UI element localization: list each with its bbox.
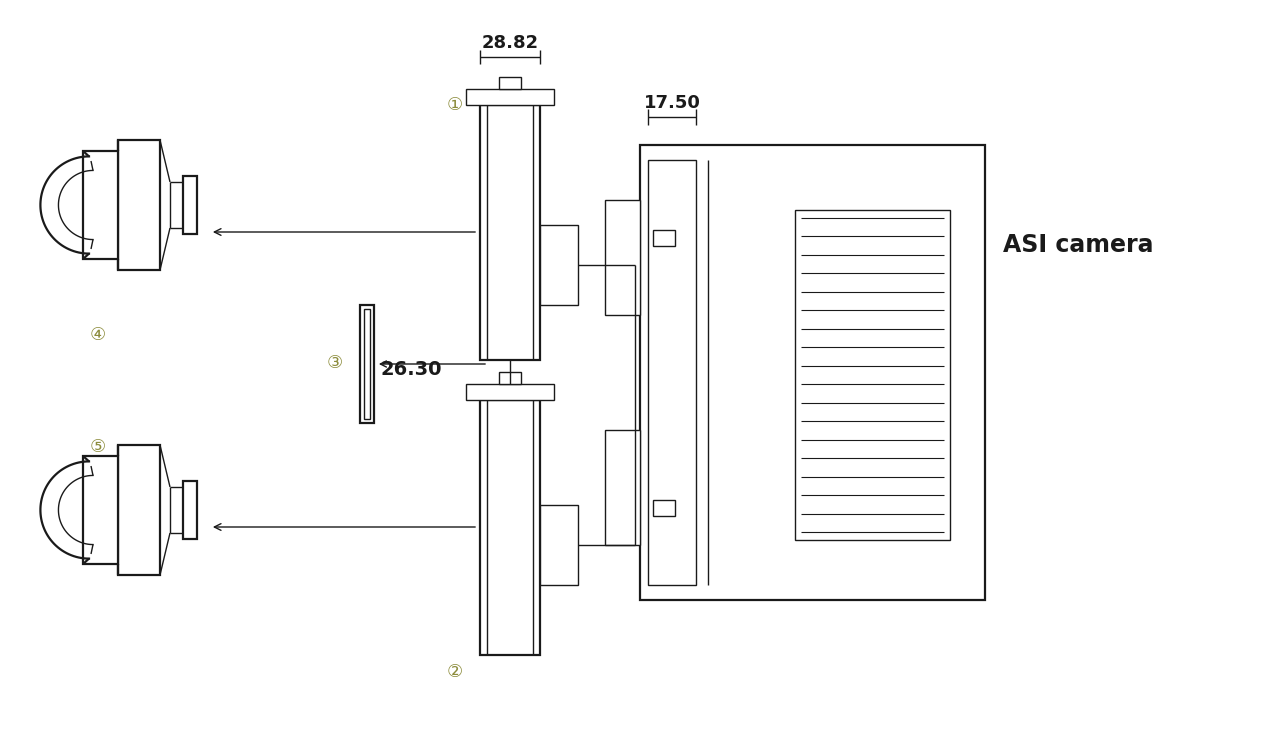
Bar [84,456,118,564]
Bar [184,176,197,234]
Text: 26.30: 26.30 [381,360,442,379]
Bar [466,89,555,105]
Text: 17.50: 17.50 [643,94,700,112]
Text: ④: ④ [90,326,106,344]
Bar [480,400,541,655]
Text: 28.82: 28.82 [481,34,538,52]
Bar [360,305,373,423]
Bar [499,77,522,89]
Text: ⑤: ⑤ [90,438,106,456]
Bar [653,500,675,516]
Text: ③: ③ [327,354,343,372]
Text: ASI camera: ASI camera [1003,233,1153,257]
Text: ②: ② [447,663,463,681]
Bar [499,372,522,384]
Bar [541,225,579,305]
Bar [641,145,985,600]
Bar [648,160,696,585]
Bar [84,151,118,259]
Bar [365,309,370,419]
Bar [605,430,641,545]
Bar [118,140,160,270]
Bar [118,445,160,575]
Bar [605,200,641,315]
Bar [466,384,555,400]
Text: ①: ① [447,96,463,114]
Bar [795,210,950,540]
Bar [653,230,675,246]
Bar [480,105,541,360]
Bar [541,505,579,585]
Bar [184,481,197,539]
